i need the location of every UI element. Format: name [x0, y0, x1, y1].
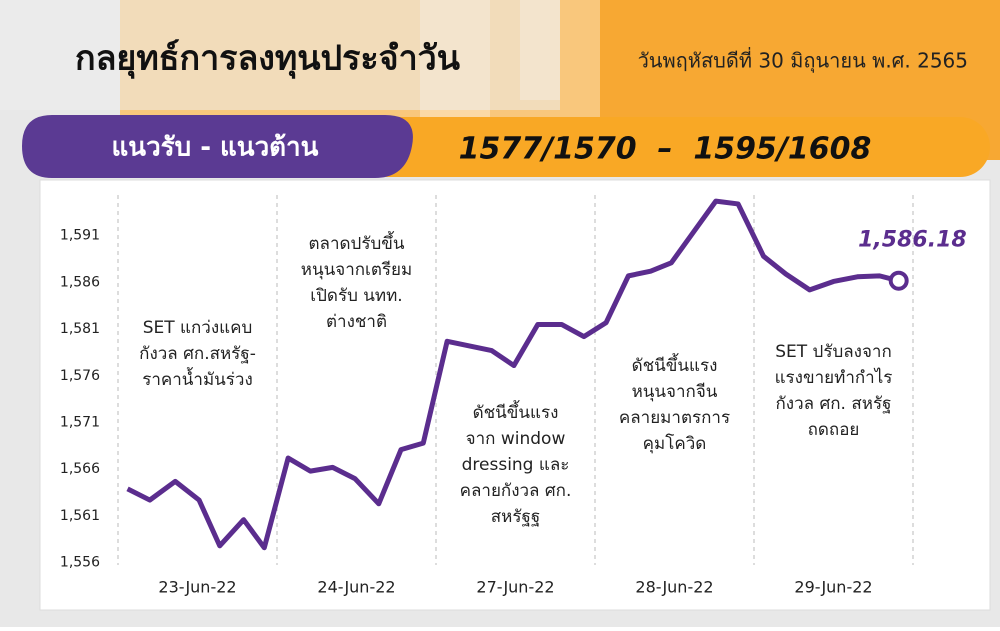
chart-panel — [39, 179, 991, 611]
annotation-text: หนุนจากเตรียม — [301, 260, 412, 280]
annotation-text: กังวล ศก. สหรัฐ — [776, 394, 892, 414]
page-date: วันพฤหัสบดีที่ 30 มิถุนายน พ.ศ. 2565 — [638, 47, 968, 74]
banner-label: แนวรับ - แนวต้าน — [112, 133, 319, 163]
annotation-text: ถดถอย — [808, 420, 860, 440]
decor-fade — [0, 0, 560, 110]
annotation-text: คลายกังวล ศก. — [460, 481, 572, 501]
plot: 1,556 1,561 1,566 1,571 1,576 1,581 1,586 1,591… — [60, 195, 967, 597]
annotation-text: กังวล ศก.สหรัฐ- — [139, 344, 256, 364]
annotation-text: หนุนจากจีน — [632, 382, 718, 402]
y-tick-label: 1,571 — [60, 415, 100, 431]
annotation-text: ตลาดปรับขึ้น — [309, 231, 405, 254]
banner-levels: 1577/1570 – 1595/1608 — [459, 132, 872, 167]
annotation-text: SET แกว่งแคบ — [143, 318, 253, 338]
annotation-text: เปิดรับ นทท. — [310, 286, 402, 306]
annotation-text: ราคาน้ำมันร่วง — [142, 367, 253, 390]
y-tick-label: 1,566 — [60, 461, 100, 477]
annotation-text: ต่างชาติ — [326, 312, 387, 332]
y-tick-label: 1,581 — [60, 321, 100, 337]
x-tick-label: 27-Jun-22 — [476, 578, 554, 597]
annotation-text: สหรัฐฐ — [491, 507, 540, 527]
annotation-text: จาก window — [466, 429, 566, 449]
end-marker — [888, 270, 909, 291]
annotation-text: คลายมาตรการ — [619, 408, 730, 428]
y-tick-label: 1,556 — [60, 555, 100, 571]
page-title: กลยุทธ์การลงทุนประจำวัน — [75, 39, 460, 80]
value-label: 1,586.18 — [858, 228, 967, 253]
x-tick-label: 23-Jun-22 — [158, 578, 236, 597]
annotation-text: SET ปรับลงจาก — [775, 342, 892, 362]
annotation-text: dressing และ — [462, 455, 570, 475]
annotation-text: คุมโควิด — [643, 433, 707, 454]
y-tick-label: 1,591 — [60, 228, 100, 244]
x-tick-label: 28-Jun-22 — [635, 578, 713, 597]
price-line — [126, 198, 900, 551]
x-tick-label: 24-Jun-22 — [317, 578, 395, 597]
x-tick-label: 29-Jun-22 — [794, 578, 872, 597]
banner-pill — [22, 115, 413, 178]
annotation-text: ดัชนีขึ้นแรง — [632, 353, 718, 376]
y-tick-label: 1,576 — [60, 368, 100, 384]
y-tick-label: 1,586 — [60, 274, 100, 290]
y-tick-label: 1,561 — [60, 508, 100, 524]
annotation-text: ดัชนีขึ้นแรง — [473, 400, 559, 423]
annotation-text: แรงขายทำกำไร — [775, 367, 893, 388]
